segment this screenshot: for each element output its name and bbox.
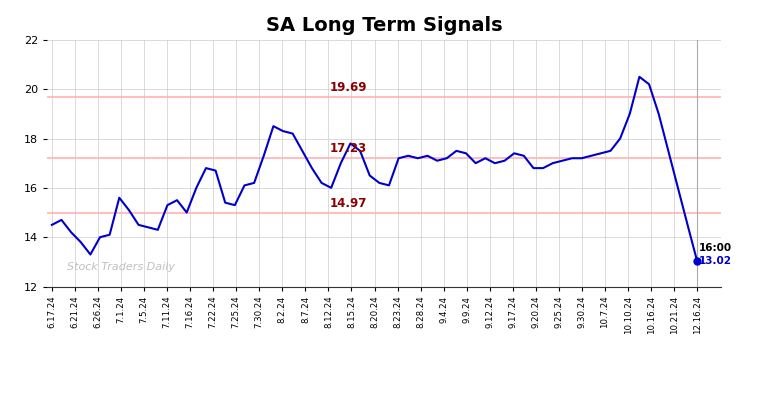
Title: SA Long Term Signals: SA Long Term Signals xyxy=(266,16,503,35)
Text: 17.23: 17.23 xyxy=(329,142,366,154)
Text: 13.02: 13.02 xyxy=(699,256,731,266)
Text: Stock Traders Daily: Stock Traders Daily xyxy=(67,262,176,272)
Text: 19.69: 19.69 xyxy=(329,81,367,94)
Text: 16:00: 16:00 xyxy=(699,243,731,253)
Text: 14.97: 14.97 xyxy=(329,197,367,210)
